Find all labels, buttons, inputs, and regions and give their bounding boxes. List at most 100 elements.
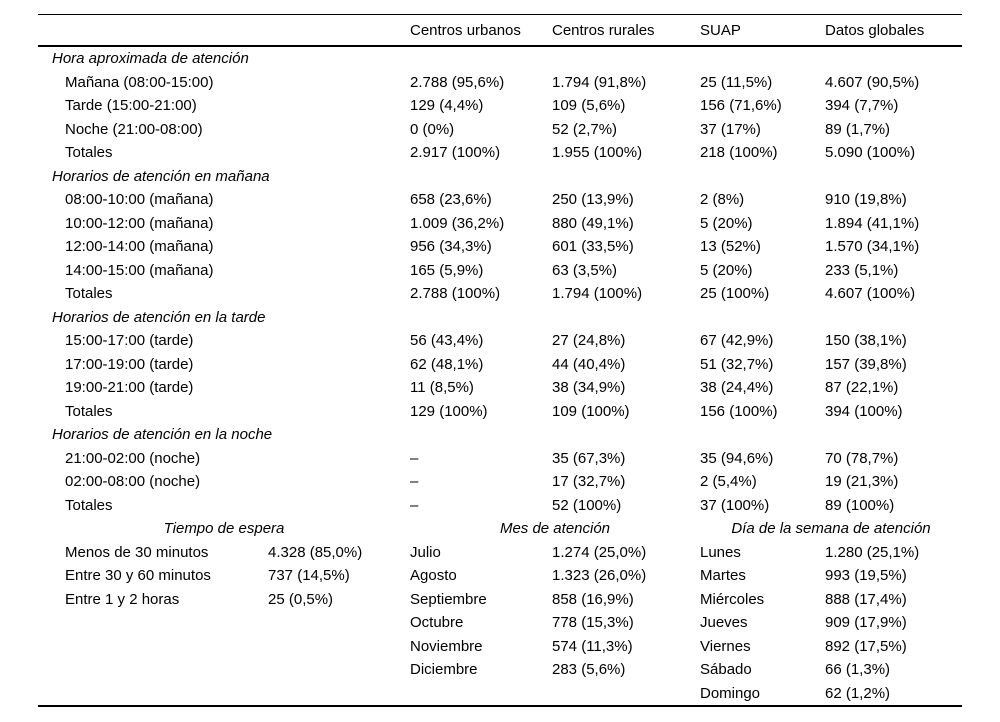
panel-row: Julio 1.274 (25,0%) bbox=[410, 541, 700, 565]
panel-row-label: Agosto bbox=[410, 567, 457, 584]
column-header-centros-rurales: Centros rurales bbox=[552, 21, 655, 39]
panel-row-value: 4.328 (85,0%) bbox=[268, 543, 363, 561]
row-label: Totales bbox=[65, 144, 113, 161]
panel-row-label: Martes bbox=[700, 567, 746, 584]
cell-value: 17 (32,7%) bbox=[552, 473, 626, 490]
panel-row-value: 66 (1,3%) bbox=[825, 661, 891, 678]
cell-value: 394 (100%) bbox=[825, 402, 903, 420]
cell-value: 44 (40,4%) bbox=[552, 355, 626, 373]
cell-value: 13 (52%) bbox=[700, 238, 761, 255]
row-label: 02:00-08:00 (noche) bbox=[65, 473, 201, 490]
panel-row-value: 1.274 (25,0%) bbox=[552, 543, 647, 561]
row-label: 10:00-12:00 (mañana) bbox=[65, 214, 214, 232]
section-title: Horarios de atención en la noche bbox=[52, 426, 273, 443]
cell-value: 156 (71,6%) bbox=[700, 97, 782, 114]
panel-row-value: 1.280 (25,1%) bbox=[825, 543, 920, 561]
panel-row: Lunes 1.280 (25,1%) bbox=[700, 541, 962, 565]
row-label: 17:00-19:00 (tarde) bbox=[65, 355, 194, 373]
cell-value: 109 (100%) bbox=[552, 402, 630, 420]
cell-value: 4.607 (90,5%) bbox=[825, 73, 920, 91]
panel-row: Septiembre 858 (16,9%) bbox=[410, 588, 700, 612]
cell-value: 70 (78,7%) bbox=[825, 449, 899, 467]
cell-value: 129 (100%) bbox=[410, 402, 488, 420]
cell-value: 52 (2,7%) bbox=[552, 120, 618, 138]
table-row: Totales – 52 (100%) 37 (100%) 89 (100%) bbox=[38, 494, 962, 518]
panel-row-label: Menos de 30 minutos bbox=[65, 543, 209, 561]
panel-row-value: 25 (0,5%) bbox=[268, 590, 334, 608]
cell-value: 35 (94,6%) bbox=[700, 449, 774, 467]
cell-value: 25 (11,5%) bbox=[700, 73, 773, 91]
panel-row-label: Domingo bbox=[700, 684, 761, 702]
cell-value: 2.917 (100%) bbox=[410, 144, 501, 161]
cell-value: 156 (100%) bbox=[700, 402, 778, 420]
bottom-panels: Tiempo de espera Menos de 30 minutos 4.328… bbox=[38, 517, 962, 705]
row-label: Noche (21:00-08:00) bbox=[65, 120, 203, 138]
table-row: 10:00-12:00 (mañana) 1.009 (36,2%) 880 (49… bbox=[38, 212, 962, 236]
cell-value: 1.794 (91,8%) bbox=[552, 73, 647, 91]
row-label: 12:00-14:00 (mañana) bbox=[65, 238, 214, 255]
cell-value: 52 (100%) bbox=[552, 496, 622, 514]
cell-value: 1.955 (100%) bbox=[552, 144, 643, 161]
cell-value: 4.607 (100%) bbox=[825, 285, 916, 302]
table-row: Totales 2.788 (100%) 1.794 (100%) 25 (100%)… bbox=[38, 282, 962, 306]
cell-value: – bbox=[410, 496, 419, 514]
panel-row: Domingo 62 (1,2%) bbox=[700, 682, 962, 706]
table-row: 21:00-02:00 (noche) – 35 (67,3%) 35 (94,6%)… bbox=[38, 447, 962, 471]
cell-value: 2 (5,4%) bbox=[700, 473, 757, 490]
cell-value: 38 (24,4%) bbox=[700, 379, 774, 396]
panel-row-value: 62 (1,2%) bbox=[825, 684, 891, 702]
panel-row-value: 778 (15,3%) bbox=[552, 614, 634, 631]
cell-value: 0 (0%) bbox=[410, 120, 455, 138]
cell-value: 35 (67,3%) bbox=[552, 449, 626, 467]
panel-row-label: Miércoles bbox=[700, 590, 765, 608]
panel-row: Diciembre 283 (5,6%) bbox=[410, 658, 700, 682]
table-row: 17:00-19:00 (tarde) 62 (48,1%) 44 (40,4%) 5… bbox=[38, 353, 962, 377]
cell-value: 394 (7,7%) bbox=[825, 97, 899, 114]
panel-row-value: 737 (14,5%) bbox=[268, 567, 350, 584]
cell-value: 218 (100%) bbox=[700, 144, 778, 161]
row-label: 21:00-02:00 (noche) bbox=[65, 449, 201, 467]
panel-row-label: Lunes bbox=[700, 543, 741, 561]
panel-row-value: 892 (17,5%) bbox=[825, 637, 907, 655]
cell-value: 165 (5,9%) bbox=[410, 261, 484, 279]
column-header-datos-globales: Datos globales bbox=[825, 21, 925, 39]
panel-espera: Tiempo de espera Menos de 30 minutos 4.328… bbox=[38, 517, 410, 611]
cell-value: 27 (24,8%) bbox=[552, 332, 626, 349]
row-label: 19:00-21:00 (tarde) bbox=[65, 379, 194, 396]
panel-row-label: Entre 1 y 2 horas bbox=[65, 590, 180, 608]
cell-value: 1.009 (36,2%) bbox=[410, 214, 505, 232]
table-row: 15:00-17:00 (tarde) 56 (43,4%) 27 (24,8%) 6… bbox=[38, 329, 962, 353]
cell-value: 38 (34,9%) bbox=[552, 379, 626, 396]
table-row: Mañana (08:00-15:00) 2.788 (95,6%) 1.794 (… bbox=[38, 71, 962, 95]
panel-row-label: Sábado bbox=[700, 661, 752, 678]
table-body: Hora aproximada de atención Mañana (08:00… bbox=[38, 47, 962, 517]
panel-row-value: 858 (16,9%) bbox=[552, 590, 634, 608]
table-header-row: Centros urbanos Centros rurales SUAP Dat… bbox=[38, 14, 962, 47]
cell-value: 37 (17%) bbox=[700, 120, 761, 138]
table-row: Totales 2.917 (100%) 1.955 (100%) 218 (100%… bbox=[38, 141, 962, 165]
row-label: Totales bbox=[65, 496, 113, 514]
cell-value: 910 (19,8%) bbox=[825, 191, 907, 208]
table-bottom-rule bbox=[38, 705, 962, 707]
cell-value: 89 (1,7%) bbox=[825, 120, 891, 138]
cell-value: 129 (4,4%) bbox=[410, 97, 484, 114]
cell-value: 5.090 (100%) bbox=[825, 144, 916, 161]
panel-row: Entre 30 y 60 minutos 737 (14,5%) bbox=[38, 564, 410, 588]
table-row: 12:00-14:00 (mañana) 956 (34,3%) 601 (33,5… bbox=[38, 235, 962, 259]
attention-statistics-table: Centros urbanos Centros rurales SUAP Dat… bbox=[38, 14, 962, 707]
cell-value: 56 (43,4%) bbox=[410, 332, 484, 349]
section-title: Horarios de atención en mañana bbox=[52, 167, 270, 185]
table-row: 08:00-10:00 (mañana) 658 (23,6%) 250 (13,9… bbox=[38, 188, 962, 212]
panel-row-label: Diciembre bbox=[410, 661, 478, 678]
cell-value: 51 (32,7%) bbox=[700, 355, 774, 373]
panel-row: Viernes 892 (17,5%) bbox=[700, 635, 962, 659]
panel-row-value: 574 (11,3%) bbox=[552, 637, 633, 655]
panel-dia: Día de la semana de atención Lunes 1.280 (… bbox=[700, 517, 962, 705]
cell-value: – bbox=[410, 449, 419, 467]
cell-value: 5 (20%) bbox=[700, 261, 753, 279]
panel-row-value: 909 (17,9%) bbox=[825, 614, 907, 631]
cell-value: 157 (39,8%) bbox=[825, 355, 907, 373]
panel-title: Tiempo de espera bbox=[163, 520, 285, 537]
cell-value: 250 (13,9%) bbox=[552, 191, 634, 208]
row-label: 08:00-10:00 (mañana) bbox=[65, 191, 214, 208]
